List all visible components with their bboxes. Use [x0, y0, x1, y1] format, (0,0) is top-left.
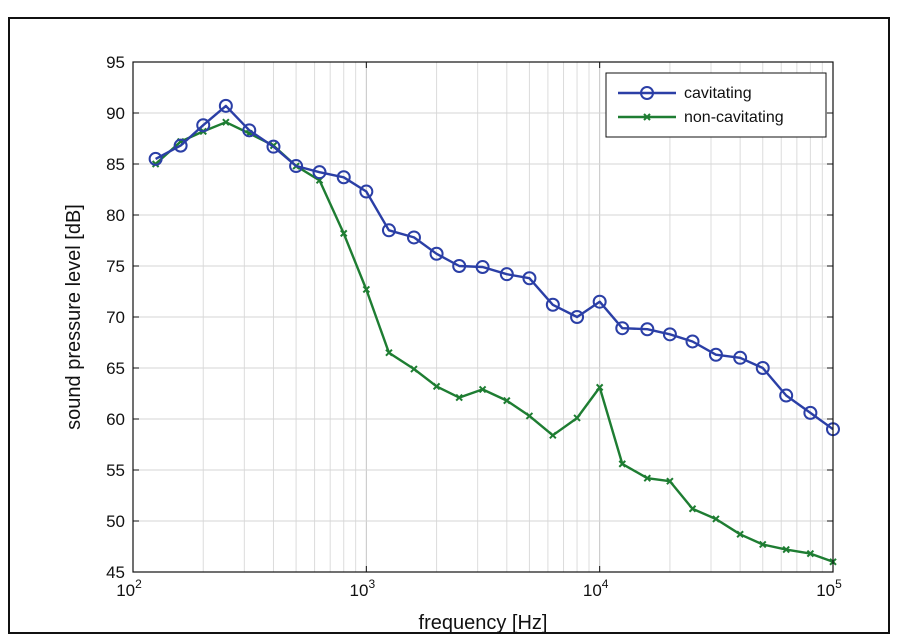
x-tick-label: 105 — [816, 577, 842, 600]
y-tick-label: 60 — [106, 410, 125, 429]
legend-label-cavitating: cavitating — [684, 85, 752, 102]
y-axis-label: sound pressure level [dB] — [63, 204, 85, 430]
x-axis-label: frequency [Hz] — [419, 612, 548, 634]
legend-label-non-cavitating: non-cavitating — [684, 109, 784, 126]
y-tick-label: 90 — [106, 104, 125, 123]
y-tick-label: 85 — [106, 155, 125, 174]
y-tick-label: 55 — [106, 461, 125, 480]
legend: cavitating non-cavitating — [606, 73, 826, 137]
y-tick-label: 80 — [106, 206, 125, 225]
y-tick-label: 95 — [106, 53, 125, 72]
y-tick-label: 70 — [106, 308, 125, 327]
x-tick-label: 104 — [583, 577, 609, 600]
x-tick-label: 102 — [116, 577, 142, 600]
y-tick-label: 65 — [106, 359, 125, 378]
y-tick-label: 50 — [106, 512, 125, 531]
y-tick-label: 45 — [106, 563, 125, 582]
legend-box — [606, 73, 826, 137]
y-tick-label: 75 — [106, 257, 125, 276]
x-tick-label: 103 — [350, 577, 376, 600]
